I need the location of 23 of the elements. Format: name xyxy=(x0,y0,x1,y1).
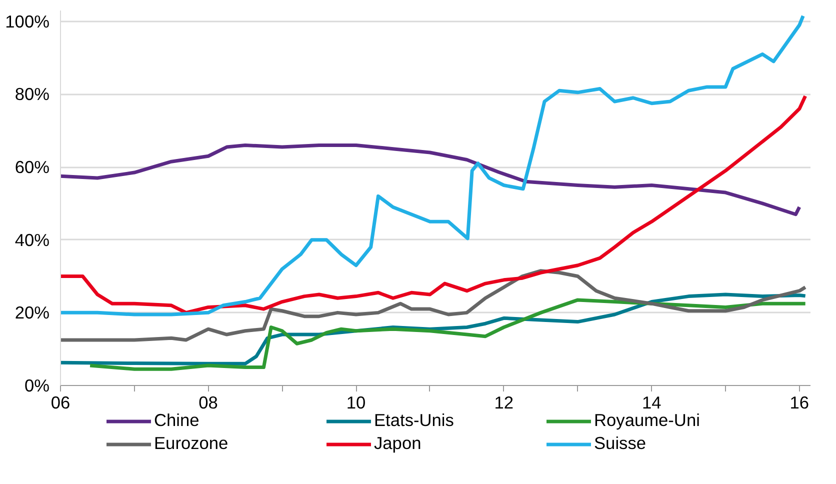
line-series xyxy=(60,94,808,314)
y-tick-label: 100% xyxy=(5,11,50,32)
legend-label: Etats-Unis xyxy=(374,410,454,430)
x-tick-label: 10 xyxy=(346,392,366,412)
y-tick-label: 80% xyxy=(14,84,50,104)
legend-label: Japon xyxy=(374,433,422,454)
y-tick-label: 0% xyxy=(24,376,50,396)
line-series xyxy=(60,14,805,316)
line-series xyxy=(60,143,802,216)
line-series xyxy=(60,269,808,342)
legend-label: Suisse xyxy=(594,433,648,454)
x-tick-label: 08 xyxy=(198,392,218,412)
x-tick-label: 16 xyxy=(790,392,810,412)
y-tick-label: 40% xyxy=(14,230,50,250)
legend-label: Eurozone xyxy=(154,433,230,454)
y-tick-label: 20% xyxy=(14,302,50,323)
line-series xyxy=(88,298,808,371)
y-tick-label: 60% xyxy=(14,157,50,178)
x-tick-label: 14 xyxy=(642,392,662,412)
x-tick-label: 06 xyxy=(50,392,70,412)
x-tick-label: 12 xyxy=(494,392,514,412)
legend-label: Royaume-Uni xyxy=(594,410,701,431)
legend-label: Chine xyxy=(154,410,200,431)
